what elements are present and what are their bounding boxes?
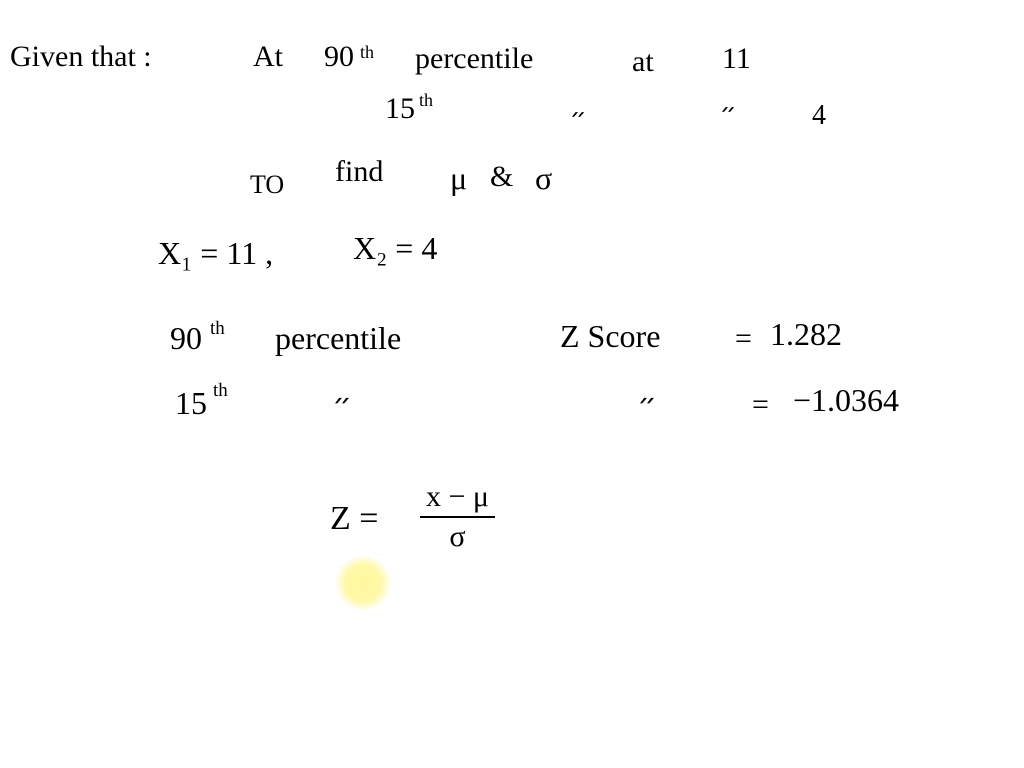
text-to: TO bbox=[250, 170, 284, 200]
text-90-th: th bbox=[360, 42, 374, 63]
text-zval-1: 1.282 bbox=[770, 316, 842, 353]
equals-2: = bbox=[752, 388, 769, 422]
formula-z-fraction: x − μ σ bbox=[420, 480, 495, 554]
text-percentile-2: percentile bbox=[275, 320, 401, 357]
fraction-numerator: x − μ bbox=[420, 480, 495, 516]
text-x1: X₁ = 11 , bbox=[158, 235, 273, 272]
fraction-denominator: σ bbox=[420, 516, 495, 554]
ditto-mark: ՛՛ bbox=[572, 110, 584, 140]
text-val-11: 11 bbox=[722, 42, 751, 76]
text-15-th: th bbox=[419, 90, 433, 111]
cursor-highlight bbox=[335, 555, 391, 611]
text-at-2: at bbox=[632, 45, 654, 79]
text-15: 15 bbox=[385, 92, 415, 126]
text-15-b: 15 bbox=[175, 385, 207, 422]
text-zscore: Z Score bbox=[560, 318, 660, 355]
ditto-mark: ՛՛ bbox=[722, 105, 734, 135]
symbol-and: & bbox=[490, 160, 513, 194]
text-given-that: Given that : bbox=[10, 40, 152, 74]
formula-z-lhs: Z = bbox=[330, 500, 378, 538]
text-find: find bbox=[335, 155, 383, 189]
equals-1: = bbox=[735, 322, 752, 356]
ditto-mark: ՛՛ bbox=[335, 395, 349, 430]
text-at: At bbox=[253, 40, 283, 74]
text-x2: X₂ = 4 bbox=[353, 230, 437, 267]
text-90-b: 90 bbox=[170, 320, 202, 357]
text-percentile-1: percentile bbox=[415, 42, 533, 76]
ditto-mark: ՛՛ bbox=[640, 395, 654, 430]
text-val-4: 4 bbox=[812, 100, 826, 132]
text-zval-2: −1.0364 bbox=[793, 382, 899, 419]
text-90: 90 bbox=[324, 40, 354, 74]
text-15-b-th: th bbox=[213, 380, 228, 402]
symbol-mu: μ bbox=[450, 160, 467, 197]
text-90-b-th: th bbox=[210, 318, 225, 340]
handwritten-canvas: Given that : At 90 th percentile at 11 1… bbox=[0, 0, 1024, 768]
symbol-sigma: σ bbox=[535, 160, 552, 197]
